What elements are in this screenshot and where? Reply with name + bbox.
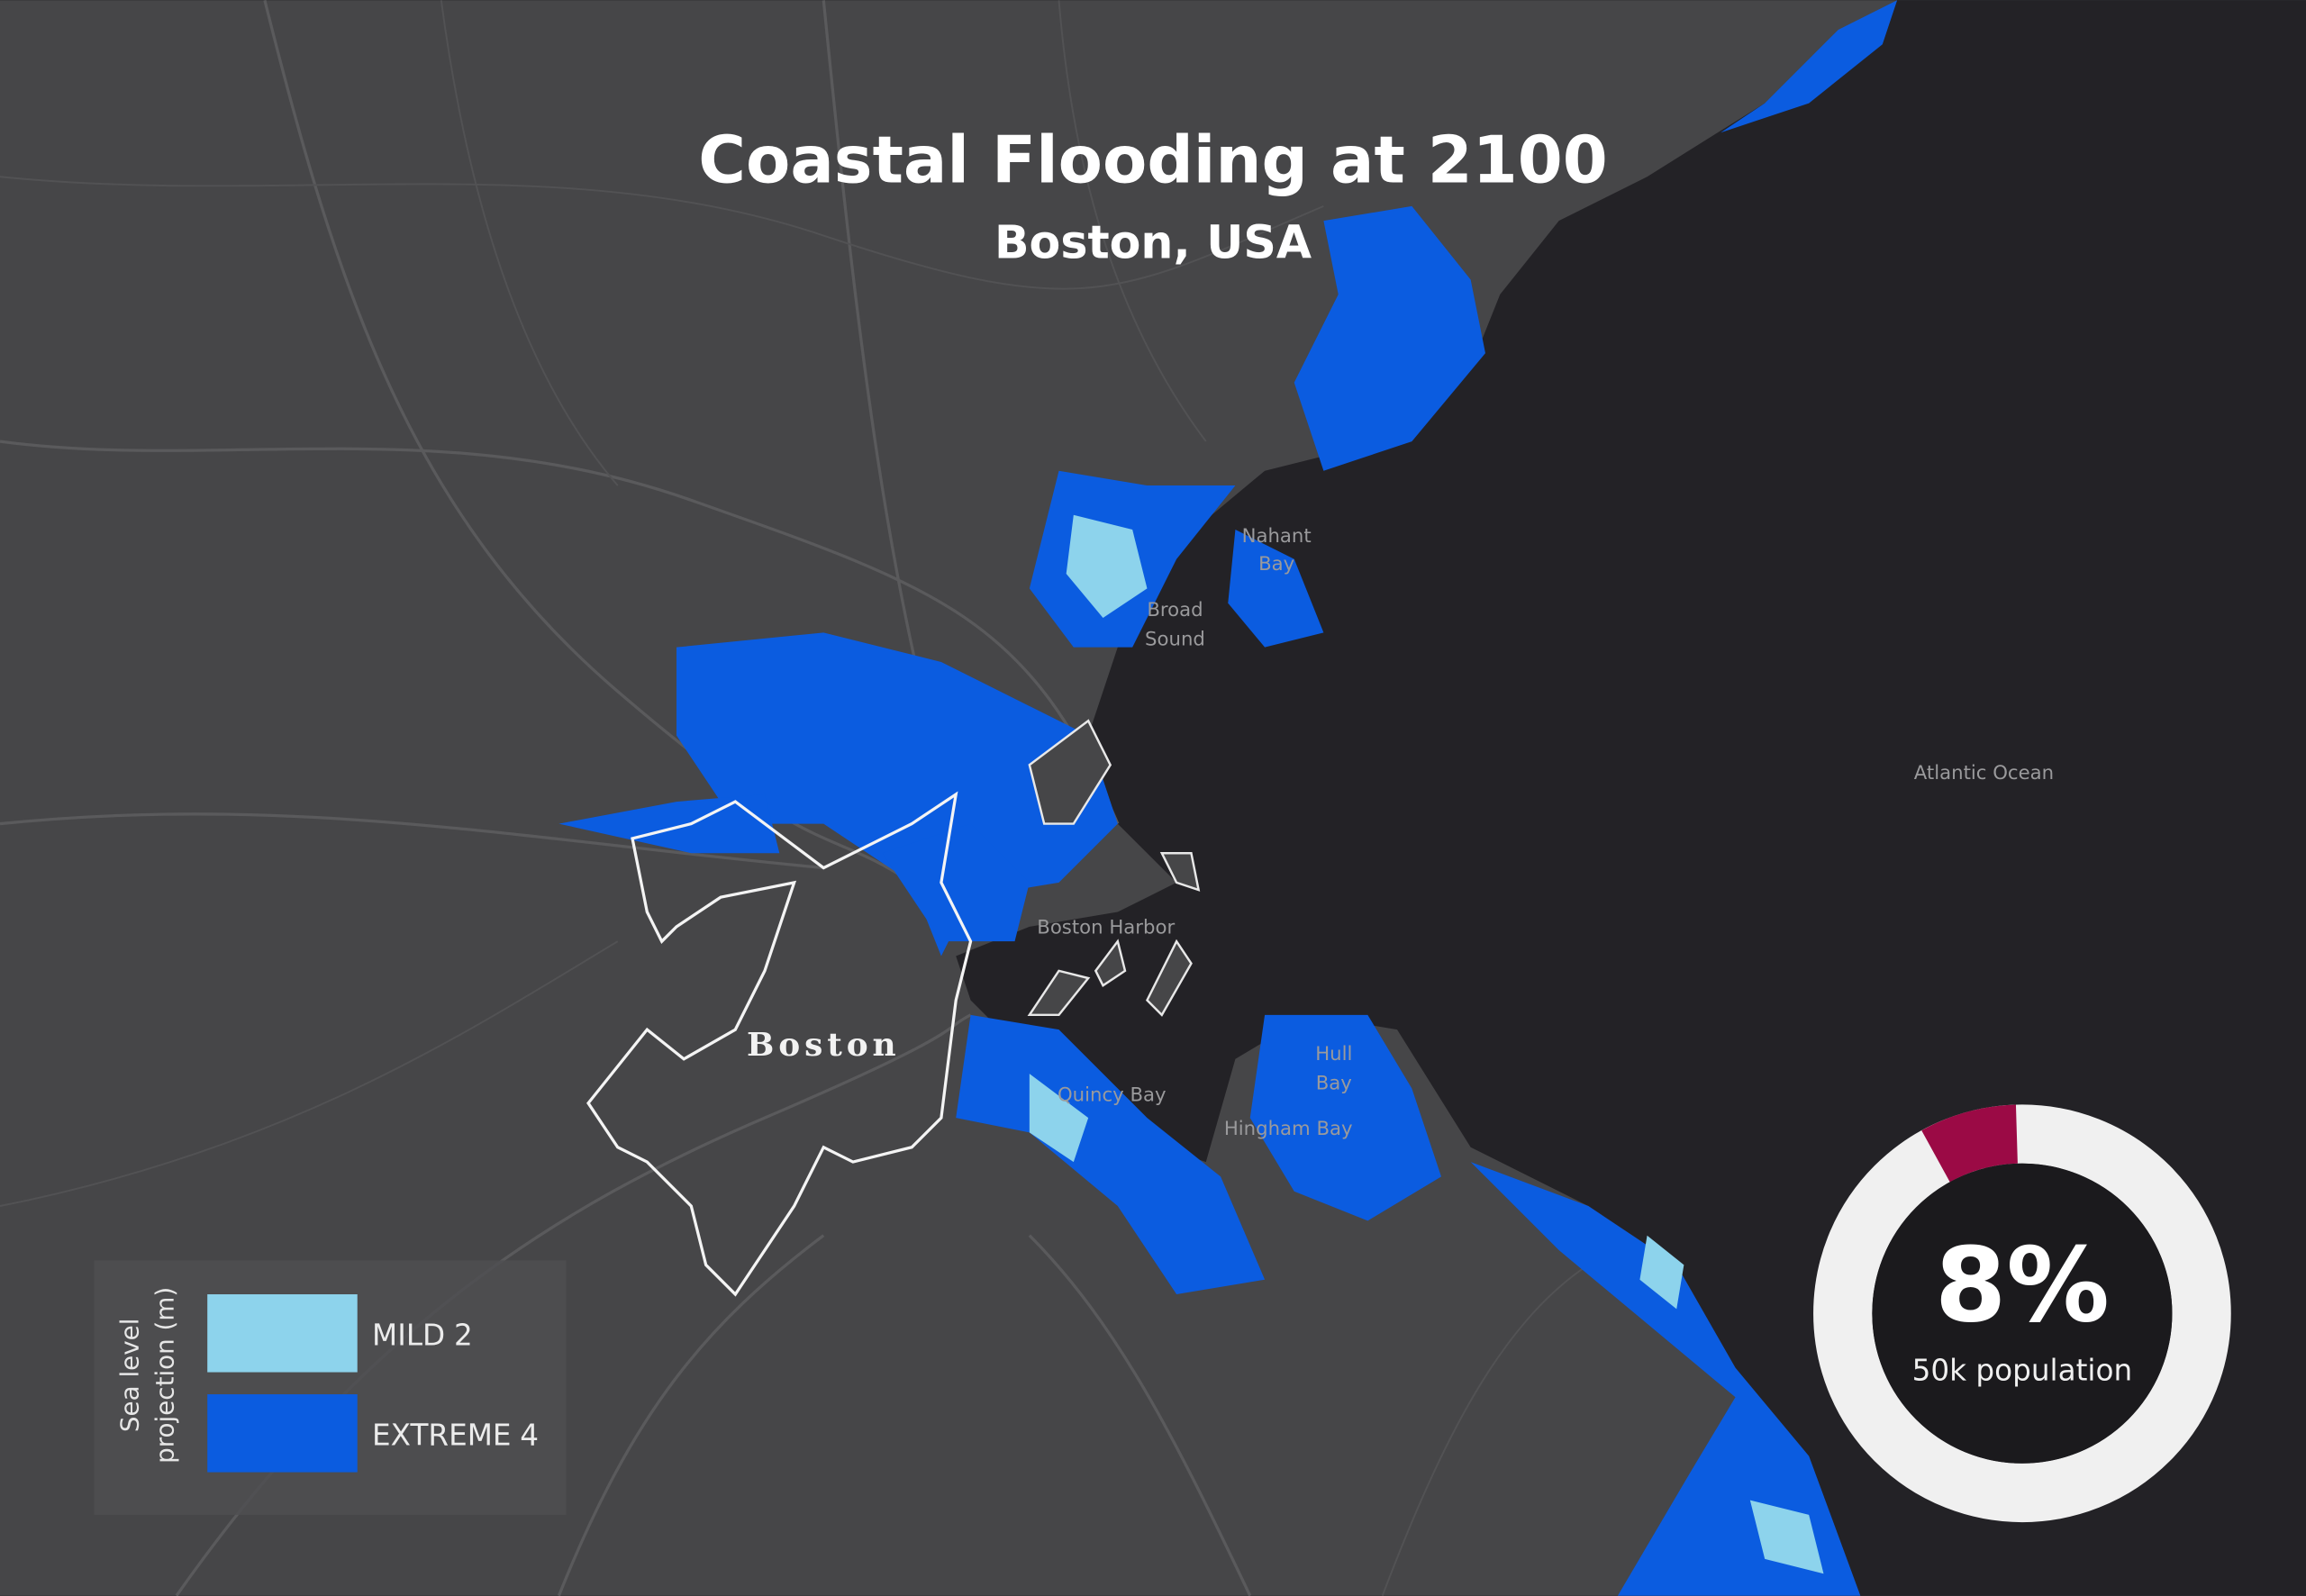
donut-segment [1921, 1104, 2018, 1183]
legend-title: Sea level [114, 1319, 144, 1433]
donut-hole [1872, 1163, 2173, 1464]
donut-caption: 50k population [1912, 1354, 2133, 1388]
title: Coastal Flooding at 2100 [698, 122, 1607, 198]
map-label: Boston Harbor [1037, 916, 1175, 939]
map-label: Sound [1145, 628, 1205, 650]
legend: Sea level projection (m) MILD 2 EXTREME 4 [94, 1260, 567, 1515]
map-label: Broad [1147, 599, 1203, 621]
legend-swatch [207, 1294, 358, 1373]
legend-value: 4 [520, 1418, 539, 1452]
boston-boundary [586, 791, 973, 1297]
legend-title: projection (m) [150, 1287, 180, 1464]
donut-chart: 8% 50k population [1813, 1104, 2231, 1523]
map-labels: Nahant Bay Broad Sound Atlantic Ocean Boston … [1037, 525, 2054, 1140]
map-label: Quincy Bay [1058, 1084, 1167, 1107]
legend-label: MILD 2 [372, 1318, 473, 1352]
roads [0, 0, 1589, 1596]
islands [1027, 719, 1201, 1017]
legend-label: EXTREME 4 [372, 1418, 539, 1452]
legend-value: 2 [454, 1318, 473, 1352]
legend-name: EXTREME [372, 1418, 511, 1452]
flood-extent [558, 0, 1898, 1596]
map-label: Bay [1258, 553, 1294, 576]
subtitle: Boston, USA [994, 215, 1312, 268]
map-label: Nahant [1242, 525, 1312, 548]
legend-items: MILD 2 EXTREME 4 [207, 1294, 539, 1473]
legend-name: MILD [372, 1318, 445, 1352]
legend-swatch [207, 1394, 358, 1473]
map-label: Atlantic Ocean [1914, 762, 2054, 784]
city-label: Boston [747, 1026, 901, 1064]
map-label: Hull [1315, 1043, 1352, 1066]
map-label: Bay [1316, 1073, 1352, 1095]
donut-track [1813, 1104, 2231, 1523]
map-label: Hingham Bay [1224, 1118, 1353, 1140]
donut-percent: 8% [1935, 1226, 2110, 1346]
